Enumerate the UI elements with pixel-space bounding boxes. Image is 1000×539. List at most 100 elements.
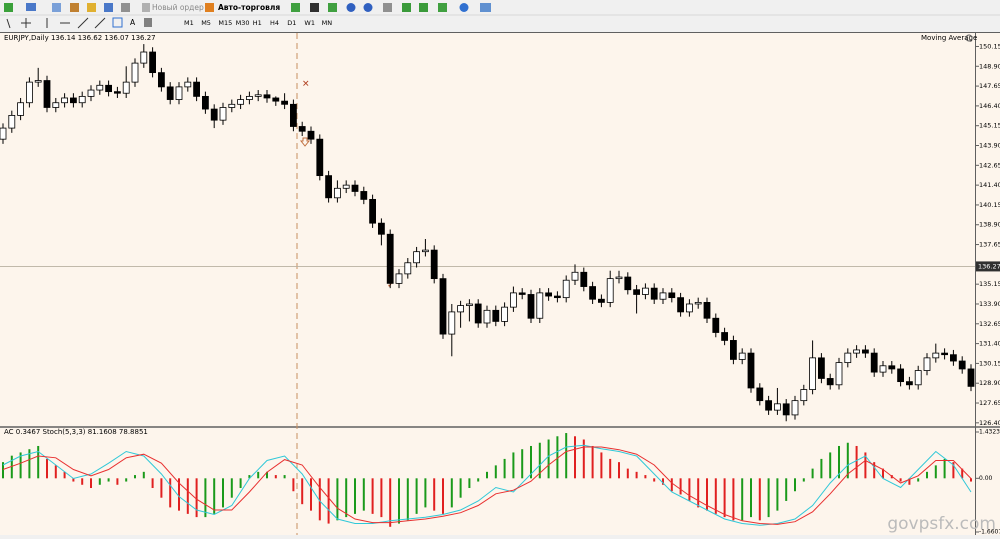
candle-body	[325, 175, 333, 199]
candle-body	[501, 306, 509, 322]
icon-navigator[interactable]	[87, 3, 96, 12]
ac-bar	[512, 452, 515, 479]
candle-body	[562, 279, 570, 299]
icon-cursor[interactable]	[6, 18, 11, 29]
candle-body	[527, 294, 535, 319]
ac-bar	[926, 471, 928, 479]
icon-new-chart[interactable]	[4, 3, 13, 12]
icon-bars[interactable]	[291, 3, 300, 12]
icon-shift[interactable]	[419, 3, 428, 12]
auto-trading-button[interactable]: Авто-торговля	[218, 3, 280, 12]
icon-text[interactable]: A	[130, 18, 136, 27]
icon-zoom-out[interactable]	[363, 3, 373, 12]
close-indicator[interactable]	[965, 34, 973, 42]
y-tick-label: 140.15	[979, 201, 1000, 209]
icon-new-order[interactable]	[142, 3, 150, 12]
ac-bar	[151, 478, 154, 489]
candle-body	[941, 352, 948, 356]
ac-bar	[582, 439, 585, 479]
icon-shapes[interactable]	[144, 18, 152, 27]
candle-body	[800, 389, 808, 402]
icon-tile[interactable]	[383, 3, 392, 12]
ac-bar	[37, 445, 40, 479]
ac-bar	[670, 478, 673, 492]
ac-bar	[362, 478, 365, 511]
candle-body	[659, 292, 667, 300]
y-tick-label: 128.90	[979, 379, 1000, 387]
candle-body	[157, 72, 165, 88]
icon-fibo[interactable]	[112, 17, 123, 28]
ac-bar	[371, 478, 374, 514]
y-tick-label: 141.40	[979, 181, 1000, 189]
ac-bar	[714, 478, 717, 514]
candle-body	[474, 303, 482, 324]
ac-bar	[442, 478, 444, 514]
candle-body	[642, 287, 649, 295]
ac-bar	[222, 478, 224, 508]
timeframe-button[interactable]: M5	[201, 19, 211, 27]
sell-arrow	[299, 137, 311, 147]
icon-periods[interactable]	[459, 3, 469, 12]
y-tick-label: 1.4323	[979, 429, 1000, 436]
icon-candles[interactable]	[310, 3, 319, 12]
ac-bar	[855, 445, 858, 479]
timeframe-button[interactable]: H1	[253, 19, 262, 27]
close-marker: ✕	[302, 80, 310, 90]
candle-body	[245, 95, 253, 100]
timeframe-button[interactable]: M15	[218, 19, 232, 27]
ac-bar	[521, 449, 524, 479]
ac-bar	[213, 478, 216, 514]
candle-body	[43, 80, 51, 108]
icon-zoom-in[interactable]	[346, 3, 356, 12]
ac-bar	[767, 478, 770, 518]
timeframe-button[interactable]: W1	[304, 19, 315, 27]
ac-bar	[732, 478, 735, 521]
icon-tester[interactable]	[121, 3, 130, 12]
icon-market-watch[interactable]	[52, 3, 61, 12]
candle-body	[782, 403, 790, 416]
candle-body	[791, 400, 799, 416]
candle-body	[694, 301, 702, 305]
candle-body	[598, 298, 605, 303]
new-order-button[interactable]: Новый ордер	[152, 3, 204, 12]
ac-bar	[503, 458, 506, 479]
ac-bar	[63, 471, 66, 479]
candle-body	[932, 352, 940, 359]
timeframe-button[interactable]: MN	[322, 19, 333, 27]
icon-channel[interactable]	[94, 17, 106, 29]
timeframe-button[interactable]: M1	[184, 19, 194, 27]
ac-bar	[406, 478, 409, 521]
candle-body	[624, 276, 632, 291]
icon-data-window[interactable]	[70, 3, 79, 12]
candle-body	[228, 103, 236, 108]
timeframe-button[interactable]: M30	[236, 19, 250, 27]
icon-indicators[interactable]	[438, 3, 447, 12]
ac-bar	[248, 475, 251, 479]
ac-bar	[169, 478, 172, 508]
ac-bar	[90, 478, 92, 489]
icon-templates[interactable]	[480, 3, 491, 12]
candle-body	[25, 81, 33, 104]
candle-body	[413, 251, 421, 264]
icon-trendline[interactable]	[77, 17, 89, 29]
icon-line[interactable]	[328, 3, 337, 12]
ac-bar	[838, 445, 840, 479]
current-price-box	[976, 261, 1000, 272]
candle-body	[193, 81, 201, 97]
ac-bar	[81, 478, 84, 485]
icon-autoscroll[interactable]	[402, 3, 411, 12]
timeframe-button[interactable]: H4	[270, 19, 279, 27]
icon-terminal[interactable]	[104, 3, 113, 12]
candle-body	[923, 357, 931, 371]
ac-bar	[292, 478, 295, 492]
candle-body	[879, 365, 887, 373]
icon-profiles[interactable]	[26, 3, 36, 11]
icon-auto-trading[interactable]	[205, 3, 214, 12]
candle-body	[201, 95, 209, 110]
y-tick-label: 135.15	[979, 280, 1000, 288]
timeframe-button[interactable]: D1	[287, 19, 296, 27]
candle-body	[105, 84, 112, 93]
watermark: govpsfx.com	[887, 514, 996, 534]
ac-bar	[204, 478, 207, 518]
candle-body	[184, 81, 192, 88]
